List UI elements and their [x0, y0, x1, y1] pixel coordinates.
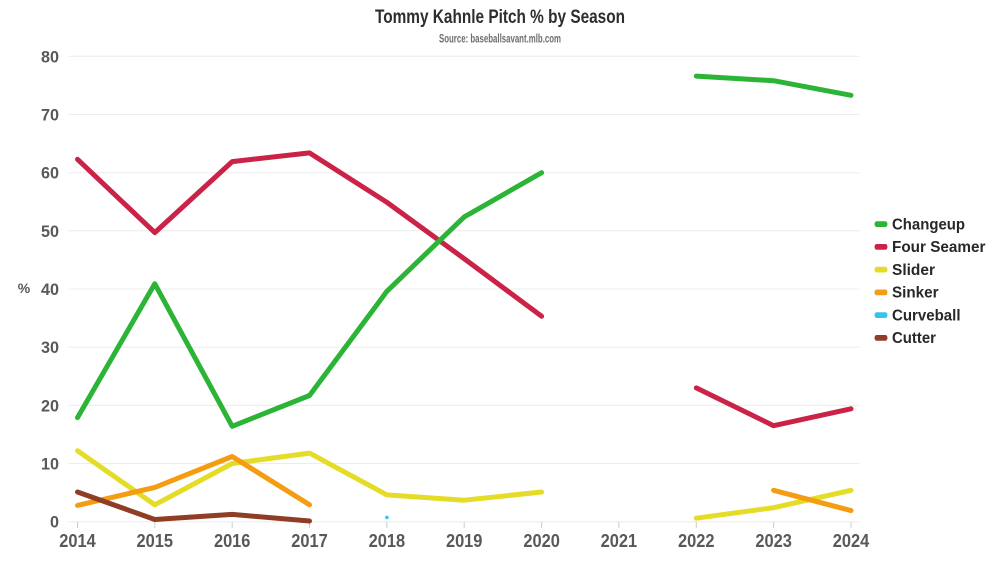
svg-text:40: 40 — [41, 280, 59, 299]
svg-text:10: 10 — [41, 455, 59, 474]
svg-text:Sinker: Sinker — [892, 285, 939, 302]
svg-text:0: 0 — [50, 513, 59, 532]
svg-text:2018: 2018 — [369, 531, 406, 551]
svg-text:2016: 2016 — [214, 531, 251, 551]
svg-text:Cutter: Cutter — [892, 330, 936, 347]
svg-text:Changeup: Changeup — [892, 216, 965, 233]
svg-text:2014: 2014 — [59, 531, 96, 551]
svg-text:Curveball: Curveball — [892, 307, 961, 324]
svg-text:30: 30 — [41, 338, 59, 357]
svg-text:2017: 2017 — [291, 531, 328, 551]
svg-text:Source: baseballsavant.mlb.com: Source: baseballsavant.mlb.com — [439, 34, 561, 46]
svg-text:%: % — [18, 280, 31, 296]
svg-text:Slider: Slider — [892, 262, 935, 279]
svg-text:2024: 2024 — [833, 531, 870, 551]
svg-text:80: 80 — [41, 47, 59, 66]
svg-text:Four Seamer: Four Seamer — [892, 239, 986, 256]
svg-text:2021: 2021 — [601, 531, 638, 551]
svg-text:60: 60 — [41, 164, 59, 183]
svg-text:70: 70 — [41, 106, 59, 125]
svg-text:50: 50 — [41, 222, 59, 241]
svg-text:2020: 2020 — [523, 531, 560, 551]
svg-text:2023: 2023 — [755, 531, 792, 551]
svg-text:2022: 2022 — [678, 531, 715, 551]
svg-text:Tommy Kahnle Pitch % by Season: Tommy Kahnle Pitch % by Season — [375, 6, 625, 28]
svg-text:2019: 2019 — [446, 531, 483, 551]
svg-text:2015: 2015 — [137, 531, 174, 551]
svg-text:20: 20 — [41, 396, 59, 415]
